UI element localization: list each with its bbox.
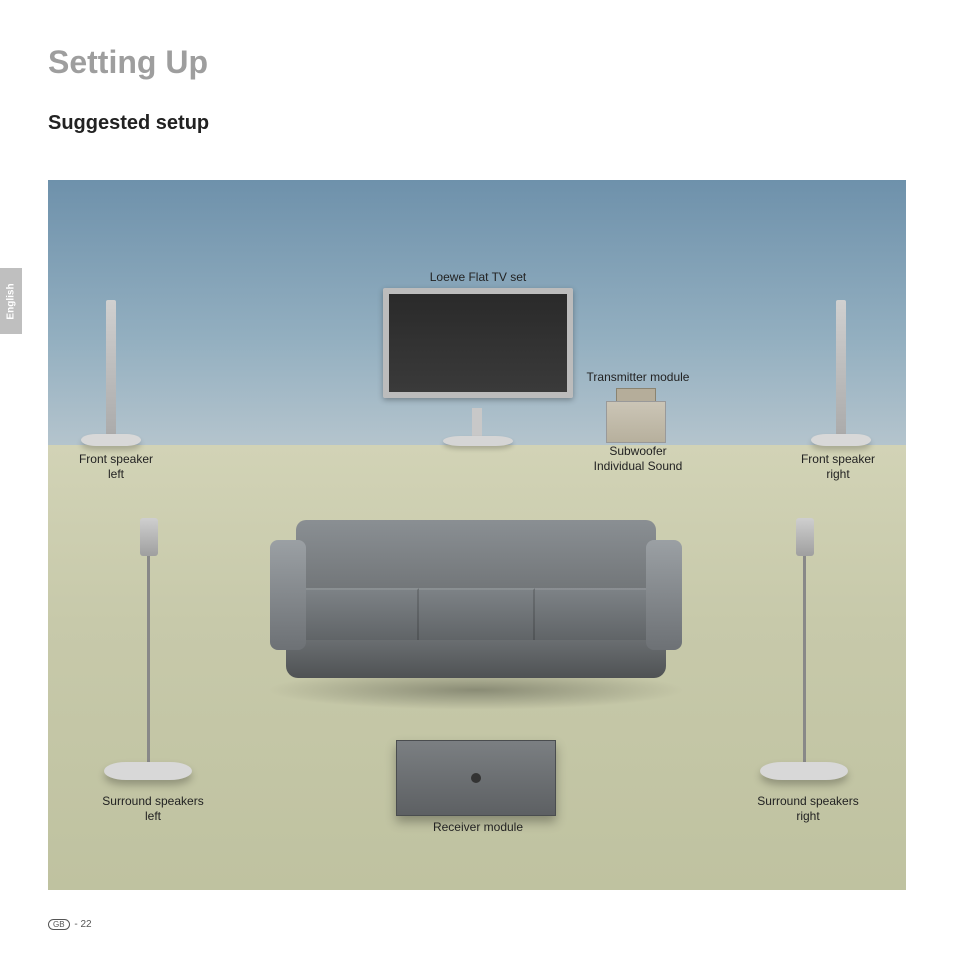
surround-right-base bbox=[760, 762, 848, 780]
surround-left-pole bbox=[147, 556, 150, 766]
tv-label: Loewe Flat TV set bbox=[413, 270, 543, 285]
front-speaker-left-label: Front speaker left bbox=[66, 452, 166, 482]
setup-diagram: Loewe Flat TV set Transmitter module Sub… bbox=[48, 180, 906, 890]
tv-stand-base bbox=[443, 436, 513, 446]
page-title: Setting Up bbox=[48, 44, 208, 81]
language-tab: English bbox=[0, 268, 22, 334]
sofa-icon bbox=[276, 520, 676, 690]
surround-right-pole bbox=[803, 556, 806, 766]
region-badge: GB bbox=[48, 919, 70, 930]
page-footer: GB - 22 bbox=[48, 919, 92, 930]
receiver-icon bbox=[396, 740, 556, 816]
tv-icon bbox=[383, 288, 573, 398]
subwoofer-label-line2: Individual Sound bbox=[594, 459, 683, 473]
front-speaker-right-icon bbox=[836, 300, 846, 435]
tv-stand-neck bbox=[472, 408, 482, 438]
page-number: - 22 bbox=[74, 919, 91, 930]
surround-left-base bbox=[104, 762, 192, 780]
subwoofer-label: Subwoofer Individual Sound bbox=[578, 444, 698, 474]
front-speaker-left-icon bbox=[106, 300, 116, 435]
receiver-label: Receiver module bbox=[418, 820, 538, 835]
subwoofer-icon bbox=[606, 401, 666, 443]
front-speaker-right-label: Front speaker right bbox=[788, 452, 888, 482]
front-speaker-left-base bbox=[81, 434, 141, 446]
language-tab-label: English bbox=[6, 283, 17, 319]
transmitter-label: Transmitter module bbox=[578, 370, 698, 385]
transmitter-icon bbox=[616, 388, 656, 402]
subwoofer-label-line1: Subwoofer bbox=[609, 444, 666, 458]
surround-left-head-icon bbox=[140, 518, 158, 556]
surround-right-head-icon bbox=[796, 518, 814, 556]
section-subtitle: Suggested setup bbox=[48, 112, 209, 135]
front-speaker-right-base bbox=[811, 434, 871, 446]
surround-left-label: Surround speakers left bbox=[88, 794, 218, 824]
surround-right-label: Surround speakers right bbox=[743, 794, 873, 824]
